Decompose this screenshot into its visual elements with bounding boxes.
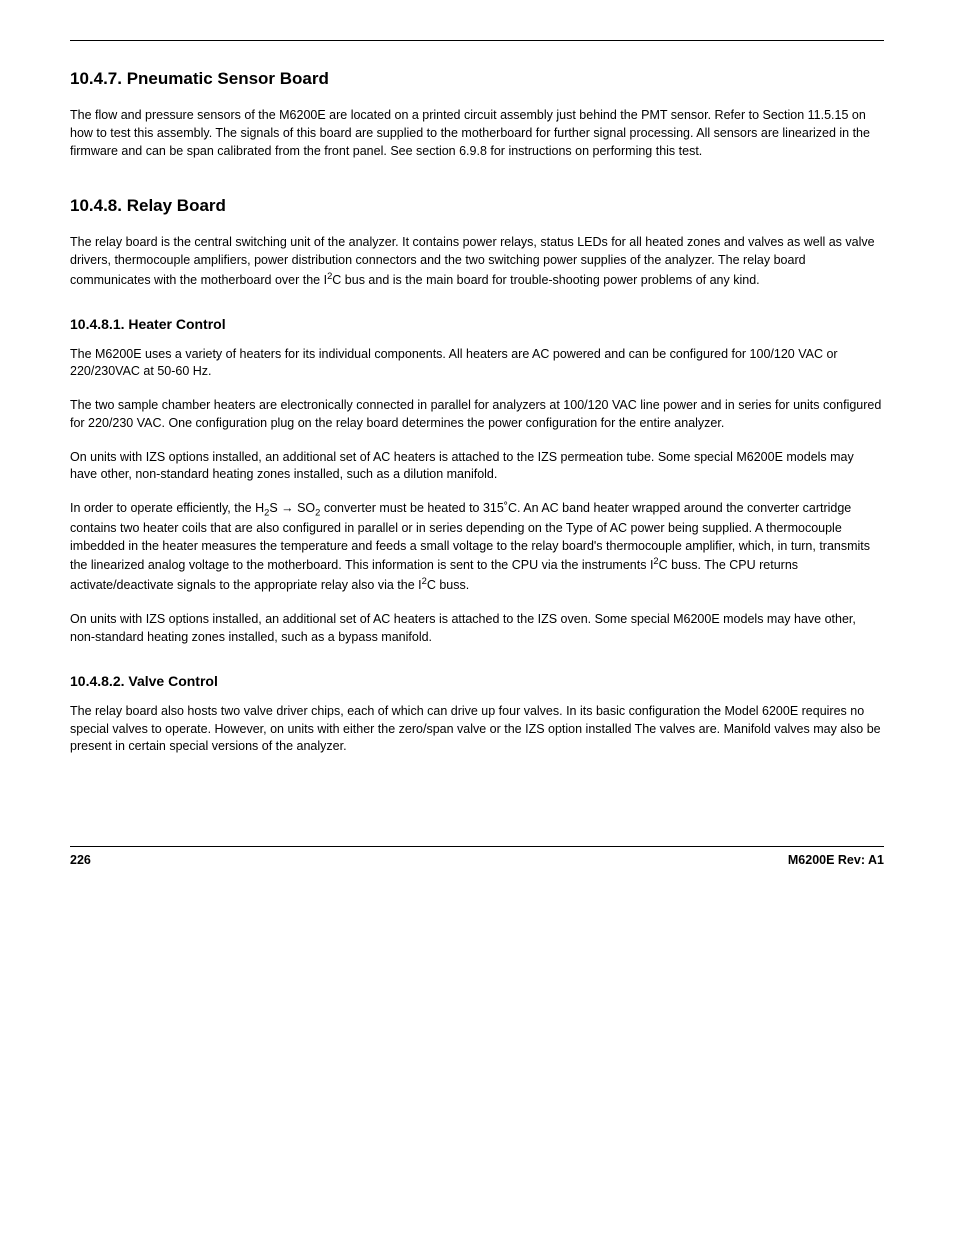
footer: 226 M6200E Rev: A1 — [70, 846, 884, 867]
page-number: 226 — [70, 853, 91, 867]
paragraph: The M6200E uses a variety of heaters for… — [70, 346, 884, 382]
heading-10-4-8-1: 10.4.8.1. Heater Control — [70, 316, 884, 332]
text-run: C bus and is the main board for trouble-… — [332, 273, 759, 287]
top-divider — [70, 40, 884, 41]
paragraph: On units with IZS options installed, an … — [70, 449, 884, 485]
paragraph: The relay board also hosts two valve dri… — [70, 703, 884, 756]
paragraph: The relay board is the central switching… — [70, 234, 884, 289]
text-run: S → SO — [269, 501, 315, 515]
section-relay-board: 10.4.8. Relay Board The relay board is t… — [70, 196, 884, 756]
section-pneumatic-sensor-board: 10.4.7. Pneumatic Sensor Board The flow … — [70, 69, 884, 160]
text-run: In order to operate efficiently, the H — [70, 501, 264, 515]
heading-10-4-7: 10.4.7. Pneumatic Sensor Board — [70, 69, 884, 89]
heading-10-4-8: 10.4.8. Relay Board — [70, 196, 884, 216]
text-run: C buss. — [427, 579, 469, 593]
heading-10-4-8-2: 10.4.8.2. Valve Control — [70, 673, 884, 689]
paragraph: The flow and pressure sensors of the M62… — [70, 107, 884, 160]
document-page: 10.4.7. Pneumatic Sensor Board The flow … — [0, 0, 954, 907]
footer-row: 226 M6200E Rev: A1 — [70, 853, 884, 867]
paragraph: On units with IZS options installed, an … — [70, 611, 884, 647]
paragraph: The two sample chamber heaters are elect… — [70, 397, 884, 433]
paragraph: In order to operate efficiently, the H2S… — [70, 500, 884, 595]
revision-label: M6200E Rev: A1 — [788, 853, 884, 867]
bottom-divider — [70, 846, 884, 847]
